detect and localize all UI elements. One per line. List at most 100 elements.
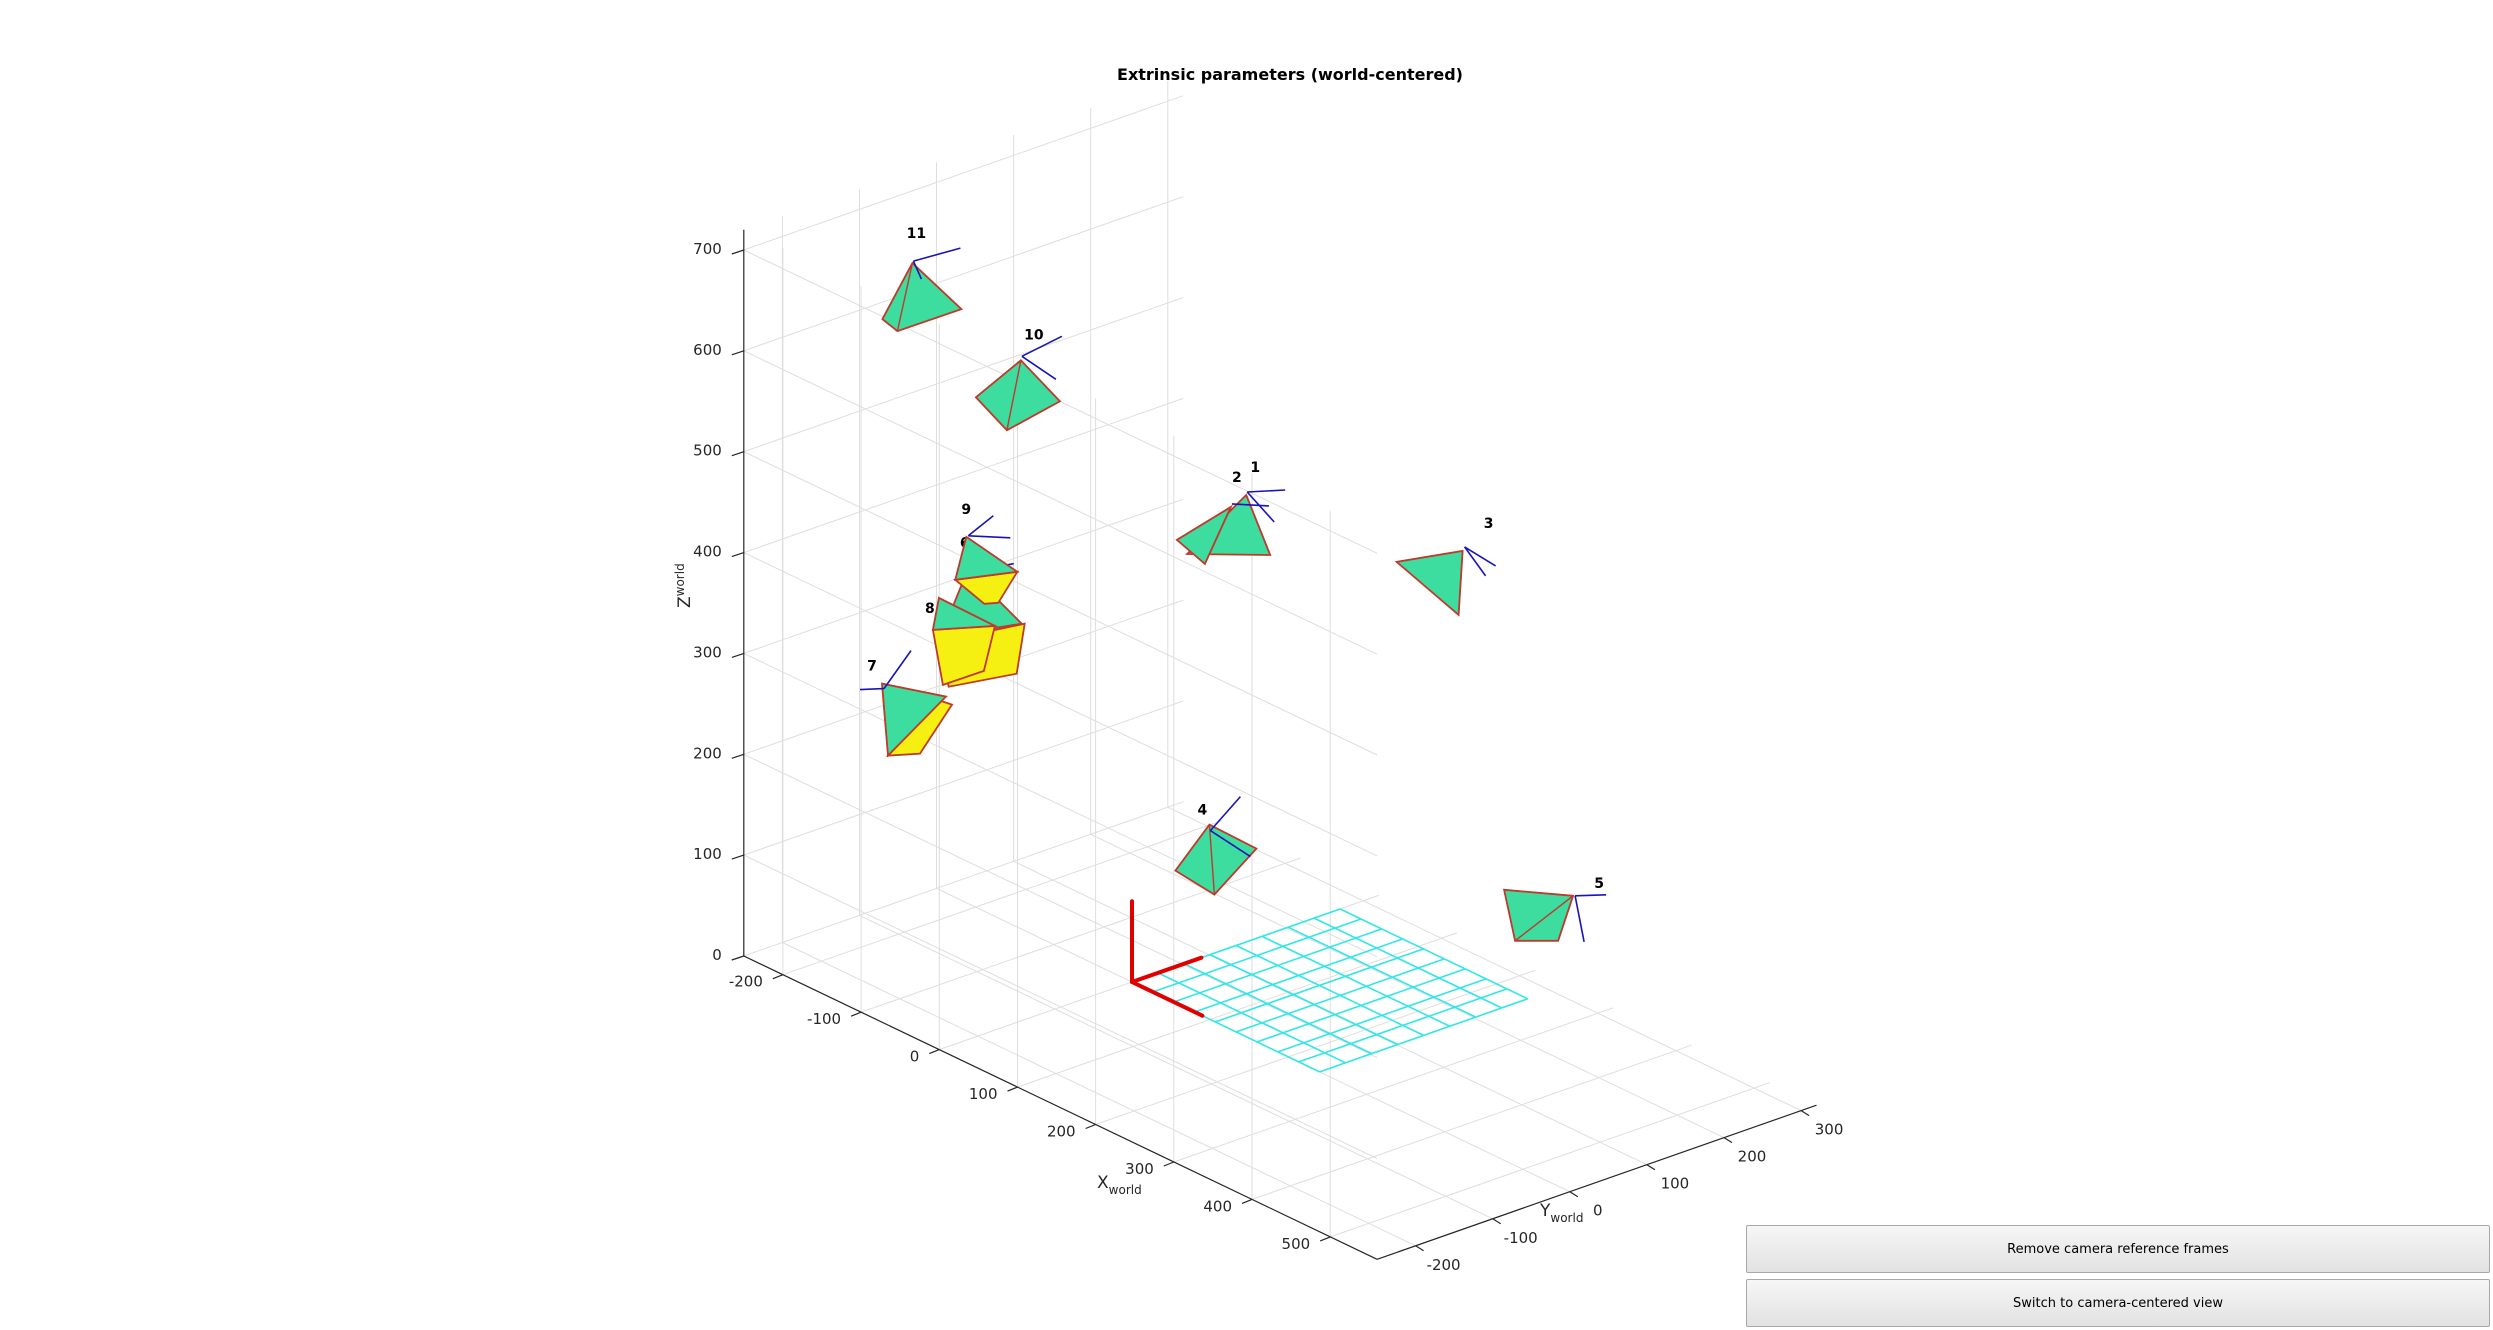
x-tick-label: 200 [1047,1123,1076,1141]
camera-label: 9 [961,502,971,518]
y-tick-label: 0 [1593,1202,1603,1220]
x-axis-label: Xworld [1097,1173,1142,1197]
grid-line [743,801,1184,957]
camera-edge [1006,360,1022,431]
camera-axis [1209,829,1251,858]
grid-line [743,700,1184,856]
x-tick [1007,1086,1018,1092]
board-line [1261,935,1451,1027]
camera-edge [975,359,1022,398]
y-axis-line [1376,1104,1817,1260]
switch-camera-centered-button[interactable]: Switch to camera-centered view [1746,1279,2490,1327]
camera-axis [912,260,923,280]
camera-axis [1247,489,1286,493]
camera-axis [1575,894,1607,897]
grid-lines [743,81,1802,1260]
camera-5: 5 [1502,876,1607,942]
grid-line [859,914,1493,1220]
camera-3: 3 [1394,516,1497,617]
camera-edge [938,597,996,627]
x-tick [1085,1123,1096,1130]
remove-camera-frames-button[interactable]: Remove camera reference frames [1746,1225,2490,1273]
z-tick-label: 700 [693,240,722,258]
x-tick-label: 500 [1282,1235,1311,1253]
camera-edge [1204,506,1232,565]
z-tick [731,249,744,255]
grid-line [743,196,1184,352]
camera-edge [1396,550,1463,563]
camera-label: 10 [1024,327,1044,343]
camera-label: 4 [1198,803,1208,819]
grid-line [782,942,1416,1247]
grid-line [743,350,1378,655]
x-tick-label: 300 [1125,1160,1154,1178]
z-tick [731,350,744,356]
x-tick-label: -100 [807,1010,841,1028]
y-tick [1492,1218,1502,1225]
x-tick-label: -200 [729,973,763,991]
board-line [1313,917,1503,1009]
camera-edge [954,536,967,580]
y-tick [1415,1245,1424,1252]
camera-axis [1574,895,1585,942]
x-tick [1241,1198,1253,1204]
tick-labels: -200-1000100200300400500-200-10001002003… [693,240,1843,1274]
y-tick [1569,1191,1579,1198]
grid-line [743,297,1184,453]
world-y-axis [1130,955,1204,984]
x-tick [1319,1236,1331,1242]
board-line [1235,944,1425,1037]
x-tick-label: 0 [910,1048,920,1066]
z-tick [731,753,744,759]
camera-4: 4 [1174,796,1258,896]
x-tick-label: 400 [1203,1197,1232,1215]
axis-lines [731,229,1817,1260]
grid-line [743,95,1184,251]
cameras: 1234567891011 [859,226,1607,942]
camera-edge [1504,889,1574,897]
world-frame [1130,899,1205,1018]
camera-pyramid [974,359,1062,432]
y-tick-label: 100 [1661,1175,1690,1193]
camera-edge [1020,359,1061,402]
board-line [1157,972,1346,1064]
camera-10: 10 [974,327,1063,432]
camera-edge [881,262,914,320]
grid-line [1173,1007,1614,1163]
camera-edge [932,597,940,631]
z-tick-label: 100 [693,845,722,863]
camera-pyramid [1502,888,1575,942]
camera-axis [1464,546,1497,567]
camera-edge [1174,824,1210,872]
board-line [1339,908,1529,1000]
grid-line [1167,806,1802,1112]
grid-line [743,451,1378,756]
camera-axis [913,247,961,262]
camera-label: 1 [1250,460,1260,476]
y-tick-label: -100 [1504,1229,1538,1247]
camera-axis [1231,503,1269,507]
z-tick-label: 300 [693,643,722,661]
board-line [1209,953,1399,1046]
camera-axis [1209,796,1241,832]
camera-edge [1176,506,1232,541]
grid-line [1090,833,1725,1139]
camera-axis [1021,335,1063,358]
board-line [1287,926,1477,1018]
y-tick [1646,1164,1656,1171]
camera-edge [896,262,914,332]
camera-11: 11 [881,226,964,333]
x-tick [929,1049,940,1055]
grid-line [743,854,1378,1159]
camera-axis [968,535,1011,539]
y-tick-label: 200 [1738,1148,1767,1166]
camera-8: 8 [925,596,999,687]
z-tick [731,652,744,658]
z-tick [731,854,744,860]
z-tick-label: 600 [693,341,722,359]
grid-line [743,753,1378,1059]
z-tick [731,955,744,961]
z-tick [731,552,744,558]
grid-line [1330,1082,1770,1238]
camera-9: 9 [953,502,1020,605]
